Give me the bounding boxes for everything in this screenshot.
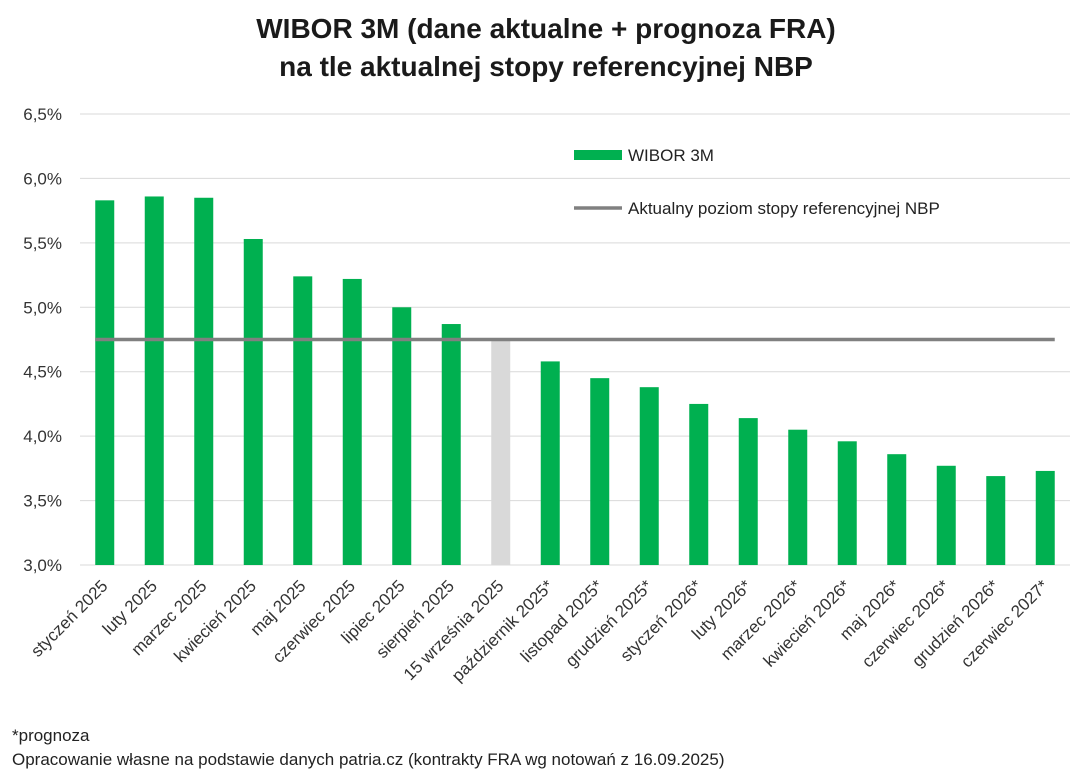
bar [788, 429, 808, 565]
bar [243, 238, 263, 565]
bar [639, 387, 659, 565]
legend-label-wibor: WIBOR 3M [628, 146, 714, 165]
y-tick-label: 4,0% [23, 427, 62, 446]
footnote-source: Opracowanie własne na podstawie danych p… [12, 750, 725, 769]
chart-title-line2: na tle aktualnej stopy referencyjnej NBP [279, 51, 813, 82]
x-tick-label: czerwiec 2027* [957, 576, 1052, 671]
footnote-forecast: *prognoza [12, 726, 90, 745]
x-tick-label: czerwiec 2026* [858, 576, 953, 671]
bar [441, 324, 461, 565]
bar [342, 278, 362, 565]
bar [194, 197, 214, 565]
legend-label-reference: Aktualny poziom stopy referencyjnej NBP [628, 199, 940, 218]
chart-title-line1: WIBOR 3M (dane aktualne + prognoza FRA) [256, 13, 836, 44]
x-tick-label: grudzień 2025* [562, 576, 657, 671]
bar [95, 200, 115, 565]
bar [540, 361, 560, 565]
y-tick-label: 5,0% [23, 298, 62, 317]
bar [689, 403, 709, 565]
wibor-bar-chart: 3,0% 3,5% 4,0% 4,5% 5,0% 5,5% 6,0% 6,5% styczeń … [23, 105, 1070, 685]
bar [144, 196, 164, 565]
bar [738, 418, 758, 565]
x-tick-label: styczeń 2025 [27, 576, 111, 660]
bar [887, 454, 907, 565]
chart-title: WIBOR 3M (dane aktualne + prognoza FRA) … [0, 10, 1092, 86]
bar [986, 476, 1006, 565]
bar [590, 378, 610, 565]
bar [1035, 470, 1055, 565]
bar [837, 441, 857, 565]
y-tick-label: 3,0% [23, 556, 62, 575]
y-tick-label: 4,5% [23, 363, 62, 382]
x-tick-label: grudzień 2026* [908, 576, 1003, 671]
bar [293, 276, 313, 565]
x-tick-label: kwiecień 2026* [760, 576, 855, 671]
bar [936, 465, 956, 565]
bar [491, 339, 511, 565]
y-tick-label: 5,5% [23, 234, 62, 253]
bar [392, 307, 412, 565]
legend-swatch-wibor [574, 150, 622, 160]
y-tick-label: 6,0% [23, 169, 62, 188]
y-tick-label: 3,5% [23, 492, 62, 511]
y-tick-label: 6,5% [23, 105, 62, 124]
